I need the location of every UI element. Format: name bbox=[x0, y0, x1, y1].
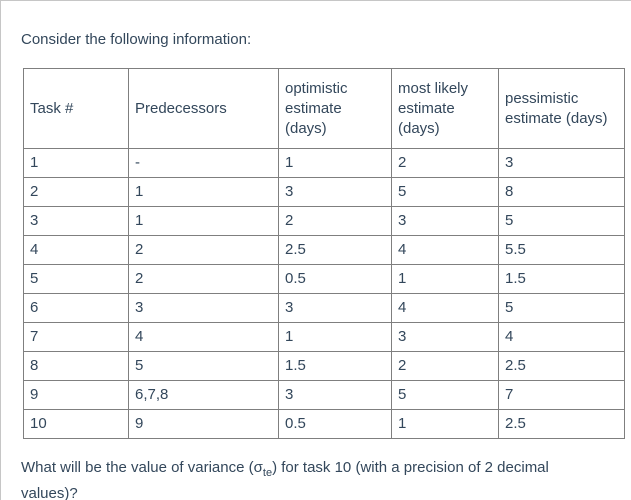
table-cell: 4 bbox=[498, 322, 625, 352]
table-cell: 6,7,8 bbox=[128, 380, 279, 410]
table-cell: 3 bbox=[498, 148, 625, 178]
column-header-most-likely: most likely estimate (days) bbox=[391, 68, 499, 149]
column-header-predecessors: Predecessors bbox=[128, 68, 279, 149]
table-cell: 7 bbox=[23, 322, 129, 352]
table-cell: 2.5 bbox=[498, 409, 625, 439]
table-cell: 5 bbox=[23, 264, 129, 294]
table-cell: 5 bbox=[128, 351, 279, 381]
table-cell: 4 bbox=[128, 322, 279, 352]
header-row: Task # Predecessors optimistic estimate … bbox=[23, 68, 625, 149]
column-header-optimistic: optimistic estimate (days) bbox=[278, 68, 392, 149]
table-header: Task # Predecessors optimistic estimate … bbox=[23, 68, 625, 149]
sigma-symbol: σ bbox=[253, 459, 263, 476]
table-cell: 2 bbox=[391, 351, 499, 381]
table-cell: 5 bbox=[391, 177, 499, 207]
table-cell: 9 bbox=[23, 380, 129, 410]
intro-text: Consider the following information: bbox=[21, 31, 252, 48]
table-cell: 1 bbox=[128, 177, 279, 207]
table-cell: 1 bbox=[391, 409, 499, 439]
table-cell: 2.5 bbox=[498, 351, 625, 381]
table-cell: 0.5 bbox=[278, 409, 392, 439]
table-cell: 3 bbox=[278, 293, 392, 323]
table-cell: 3 bbox=[23, 206, 129, 236]
table-cell: 2 bbox=[391, 148, 499, 178]
table-cell: 8 bbox=[498, 177, 625, 207]
table-cell: 4 bbox=[391, 235, 499, 265]
column-header-task: Task # bbox=[23, 68, 129, 149]
table-cell: 5 bbox=[391, 380, 499, 410]
table-body: 1-1 2 3 2 1 3 5 8 3 1 2 3 5 4 2 2.5 4 5.5 5 2 0.5 1 1.5 6 3 3 4 5 7 4… bbox=[23, 148, 625, 439]
table-cell: 2 bbox=[128, 264, 279, 294]
table-row: 10 9 0.5 1 2.5 bbox=[23, 409, 625, 439]
table-cell: - bbox=[128, 148, 279, 178]
question-suffix: ) for task 10 (with a precision of 2 dec… bbox=[21, 459, 549, 500]
table-row: 4 2 2.5 4 5.5 bbox=[23, 235, 625, 265]
table-cell: 1 bbox=[391, 264, 499, 294]
table-cell: 8 bbox=[23, 351, 129, 381]
table-cell: 1 bbox=[278, 322, 392, 352]
table-row: 9 6,7,8 3 5 7 bbox=[23, 380, 625, 410]
table-cell: 3 bbox=[128, 293, 279, 323]
table-cell: 3 bbox=[391, 206, 499, 236]
question-prefix: What will be the value of variance ( bbox=[21, 459, 254, 476]
table-cell: 10 bbox=[23, 409, 129, 439]
sigma-subscript: te bbox=[262, 467, 273, 479]
table-cell: 1.5 bbox=[278, 351, 392, 381]
table-cell: 3 bbox=[278, 380, 392, 410]
table-row: 5 2 0.5 1 1.5 bbox=[23, 264, 625, 294]
table-cell: 9 bbox=[128, 409, 279, 439]
table-cell: 1 bbox=[278, 148, 392, 178]
table-cell: 1 bbox=[23, 148, 129, 178]
table-cell: 6 bbox=[23, 293, 129, 323]
table-cell: 5 bbox=[498, 206, 625, 236]
table-cell: 5.5 bbox=[498, 235, 625, 265]
table-cell: 2.5 bbox=[278, 235, 392, 265]
table-row: 8 5 1.5 2 2.5 bbox=[23, 351, 625, 381]
table-cell: 2 bbox=[128, 235, 279, 265]
table-cell: 3 bbox=[391, 322, 499, 352]
estimates-table: Task # Predecessors optimistic estimate … bbox=[23, 68, 625, 439]
table-cell: 2 bbox=[278, 206, 392, 236]
column-header-pessimistic: pessimistic estimate (days) bbox=[498, 68, 625, 149]
question-text: What will be the value of variance (σte)… bbox=[1, 439, 631, 500]
table-cell: 7 bbox=[498, 380, 625, 410]
table-cell: 1 bbox=[128, 206, 279, 236]
table-cell: 4 bbox=[23, 235, 129, 265]
table-cell: 5 bbox=[498, 293, 625, 323]
table-cell: 3 bbox=[278, 177, 392, 207]
table-cell: 1.5 bbox=[498, 264, 625, 294]
table-cell: 4 bbox=[391, 293, 499, 323]
table-cell: 2 bbox=[23, 177, 129, 207]
table-cell: 0.5 bbox=[278, 264, 392, 294]
